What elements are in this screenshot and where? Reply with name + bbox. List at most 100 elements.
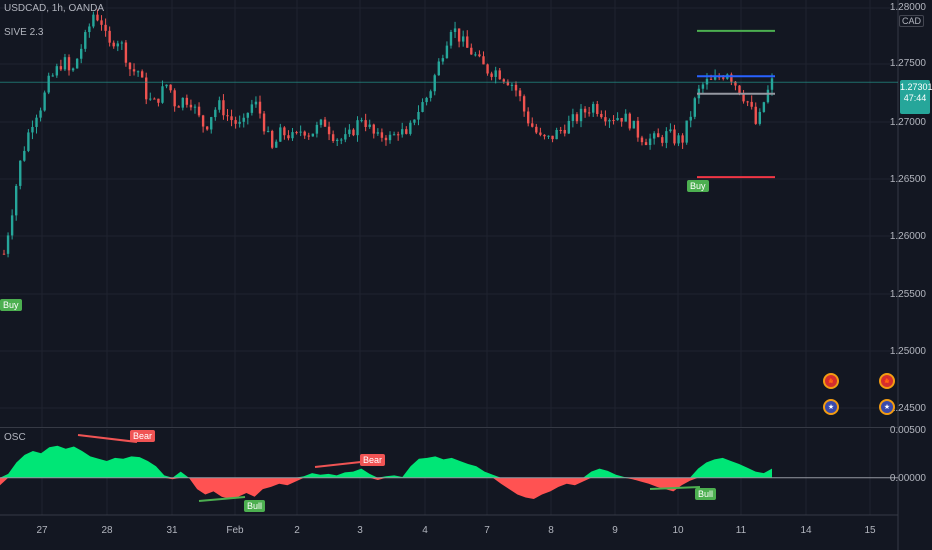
candle-body [128, 62, 132, 70]
candle-body [96, 14, 99, 21]
candle-body [693, 98, 696, 117]
time-axis-label: 8 [548, 525, 554, 536]
candle-body [319, 119, 323, 125]
candle-body [43, 92, 46, 111]
candle-body [555, 129, 558, 140]
candle-body [762, 102, 766, 112]
candle-body [624, 113, 627, 122]
symbol-title: USDCAD, 1h, OANDA [4, 3, 105, 14]
candle-body [592, 104, 595, 113]
candle-body [409, 122, 412, 134]
candle-body [429, 91, 432, 98]
current-price: 1.27301 [900, 82, 932, 92]
candle-body [421, 102, 424, 112]
candle-body [193, 106, 197, 108]
candle-body [136, 71, 140, 73]
candle-body [486, 64, 489, 74]
candle-body [323, 119, 327, 127]
candle-body [295, 132, 298, 134]
candle-body [583, 108, 587, 113]
price-axis-label: 1.27500 [889, 58, 926, 69]
time-axis-label: 2 [294, 525, 300, 536]
candle-body [730, 74, 733, 82]
candle-body [657, 133, 660, 138]
candle-body [254, 101, 258, 105]
candle-body [636, 120, 640, 138]
candle-body [746, 101, 749, 103]
candle-body [372, 124, 375, 134]
price-axis-label: 1.24500 [889, 403, 926, 414]
candle-body [506, 81, 510, 86]
price-axis-label: 1.26500 [889, 174, 926, 185]
currency-button[interactable]: CAD [898, 15, 924, 27]
candle-body [234, 120, 237, 124]
candle-body [644, 142, 648, 146]
candle-body [502, 79, 506, 82]
candle-body [153, 98, 156, 100]
candle-body [51, 75, 54, 77]
candle-body [47, 75, 50, 93]
flag-us-icon[interactable]: ★ [823, 399, 839, 415]
candle-body [197, 106, 201, 116]
candle-body [701, 84, 705, 89]
candle-body [742, 94, 745, 102]
candle-body [754, 106, 757, 124]
candle-body [522, 96, 526, 112]
candle-body [600, 113, 603, 118]
candle-body [84, 32, 87, 49]
candle-body [449, 31, 453, 46]
candle-body [478, 54, 481, 57]
candle-body [116, 43, 119, 47]
candle-body [71, 68, 75, 71]
candle-body [14, 185, 18, 216]
candle-body [547, 135, 550, 137]
current-price-tag: 1.27301 47:44 [900, 80, 932, 114]
candle-body [124, 42, 128, 63]
pane-separator[interactable] [0, 427, 898, 428]
candle-body [201, 115, 205, 127]
candle-body [80, 48, 83, 59]
candle-body [713, 76, 717, 80]
flag-ca-icon[interactable]: 🍁 [879, 373, 895, 389]
candle-body [567, 120, 571, 134]
candle-body [340, 139, 343, 141]
candle-body [563, 129, 566, 134]
time-axis-label: 14 [800, 525, 812, 536]
candle-body [482, 56, 485, 65]
candle-body [441, 58, 445, 62]
candle-body [685, 120, 688, 143]
candle-body [6, 235, 10, 254]
candle-body [270, 130, 274, 148]
candle-body [648, 138, 652, 146]
candle-body [177, 106, 180, 108]
candle-body [120, 42, 124, 44]
candle-body [63, 57, 67, 70]
candle-body [388, 134, 392, 141]
candle-body [242, 117, 245, 122]
candle-body [677, 135, 680, 144]
candle-body [10, 215, 14, 236]
candle-body [758, 111, 762, 124]
candle-body [291, 132, 294, 139]
buy-signal-tag: Buy [0, 299, 22, 311]
candle-body [31, 126, 34, 133]
candle-body [612, 120, 615, 122]
flag-ca-icon[interactable]: 🍁 [823, 373, 839, 389]
candle-body [92, 14, 95, 27]
candle-body [587, 112, 591, 114]
osc-title[interactable]: OSC [4, 432, 26, 443]
candle-body [457, 28, 461, 42]
candle-body [157, 98, 160, 103]
flag-us-icon[interactable]: ★ [879, 399, 895, 415]
candle-body [210, 117, 213, 130]
candle-body [39, 110, 42, 118]
bull-divergence-tag: Bull [695, 488, 717, 500]
candle-body [510, 84, 514, 86]
candle-body [526, 111, 530, 124]
candle-body [579, 108, 583, 122]
candle-body [368, 124, 371, 127]
indicator-title[interactable]: SIVE 2.3 [4, 27, 44, 38]
candle-body [709, 78, 713, 80]
